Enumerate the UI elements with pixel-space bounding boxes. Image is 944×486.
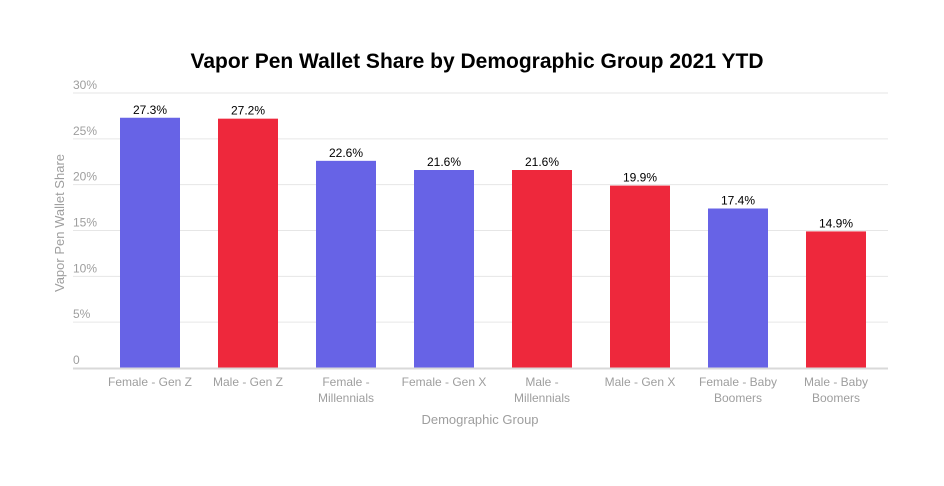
y-tick-label: 20% <box>73 170 97 184</box>
data-labels: 27.3% 27.2% 22.6% 21.6% 21.6% 19.9% 17.4% 14.9% <box>133 103 853 231</box>
data-label: 21.6% <box>427 155 461 169</box>
x-tick-label: Male - Gen X <box>605 375 676 389</box>
data-label: 19.9% <box>623 171 657 185</box>
x-tick-label: Female - Gen Z <box>108 375 192 389</box>
data-label: 14.9% <box>819 216 853 230</box>
x-tick-label: Female - Gen X <box>402 375 487 389</box>
bars <box>120 117 866 369</box>
x-tick-label: Millennials <box>318 391 374 405</box>
y-tick-label: 5% <box>73 307 91 321</box>
y-tick-label: 0 <box>73 353 80 367</box>
bar <box>316 160 376 368</box>
bar <box>512 170 572 368</box>
data-label: 17.4% <box>721 194 755 208</box>
x-tick-label: Male - <box>525 375 558 389</box>
x-tick-label: Female - <box>322 375 369 389</box>
x-tick-label: Boomers <box>714 391 762 405</box>
y-axis-label: Vapor Pen Wallet Share <box>52 154 67 292</box>
x-tick-label: Boomers <box>812 391 860 405</box>
x-tick-label: Female - Baby <box>699 375 777 389</box>
y-tick-label: 30% <box>73 78 97 92</box>
bar <box>120 117 180 368</box>
bar <box>414 170 474 368</box>
x-axis-label: Demographic Group <box>421 412 538 427</box>
bar <box>218 118 278 369</box>
bar <box>610 185 670 368</box>
bar <box>806 231 866 368</box>
y-tick-label: 15% <box>73 216 97 230</box>
x-tick-label: Male - Gen Z <box>213 375 283 389</box>
data-label: 27.2% <box>231 104 265 118</box>
y-axis-ticks: 0 5% 10% 15% 20% 25% 30% <box>73 78 97 367</box>
data-label: 22.6% <box>329 146 363 160</box>
data-label: 27.3% <box>133 103 167 117</box>
x-axis-ticks: Female - Gen Z Male - Gen Z Female - Millen… <box>108 375 868 405</box>
x-tick-label: Male - Baby <box>804 375 868 389</box>
y-tick-label: 10% <box>73 261 97 275</box>
data-label: 21.6% <box>525 155 559 169</box>
y-tick-label: 25% <box>73 124 97 138</box>
chart-title: Vapor Pen Wallet Share by Demographic Gr… <box>191 50 764 73</box>
bar <box>708 208 768 368</box>
x-tick-label: Millennials <box>514 391 570 405</box>
